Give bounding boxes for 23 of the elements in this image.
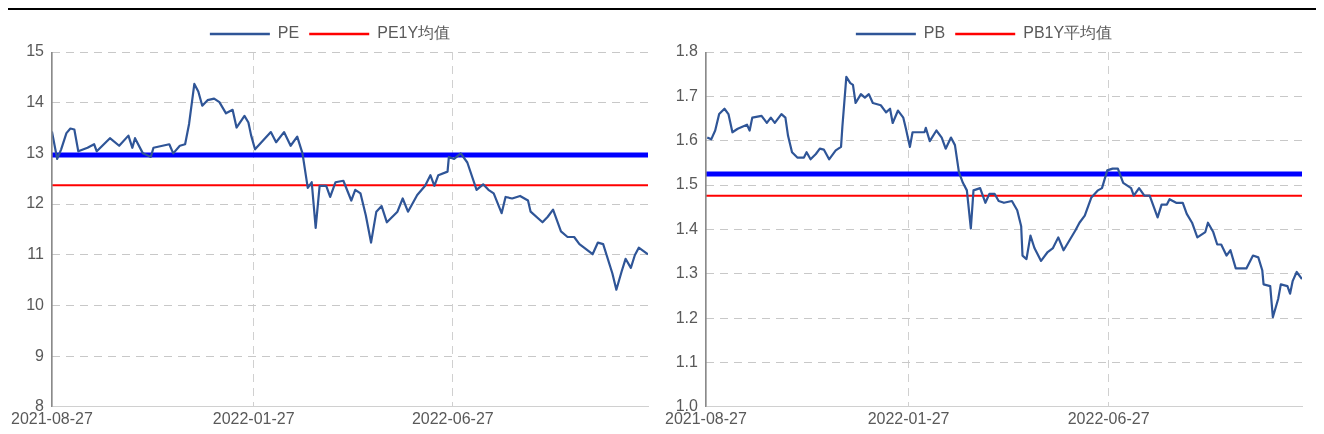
legend-label: PE1Y均值: [377, 24, 451, 42]
x-tick-label: 2022-01-27: [212, 409, 295, 427]
y-tick-label: 9: [35, 346, 45, 364]
x-tick-label: 2022-06-27: [1067, 409, 1150, 427]
y-tick-label: 1.6: [675, 131, 699, 149]
legend-label: PB: [923, 24, 946, 42]
legend-label: PE: [277, 24, 300, 42]
y-tick-label: 1.8: [675, 42, 699, 60]
y-tick-label: 11: [27, 245, 45, 263]
y-tick-label: 13: [26, 143, 45, 161]
y-tick-label: 10: [26, 295, 45, 313]
y-tick-label: 1.5: [675, 175, 699, 193]
y-tick-label: 1.1: [675, 352, 699, 370]
y-tick-label: 1.4: [675, 219, 699, 237]
legend-label: PB1Y平均值: [1023, 24, 1113, 42]
x-tick-label: 2022-01-27: [867, 409, 950, 427]
x-tick-label: 2022-06-27: [411, 409, 494, 427]
y-tick-label: 14: [26, 93, 45, 111]
y-tick-label: 1.2: [675, 308, 699, 326]
y-tick-label: 15: [26, 42, 45, 60]
y-tick-label: 12: [26, 194, 45, 212]
y-tick-label: 1.3: [675, 264, 699, 282]
y-tick-label: 1.7: [675, 86, 699, 104]
